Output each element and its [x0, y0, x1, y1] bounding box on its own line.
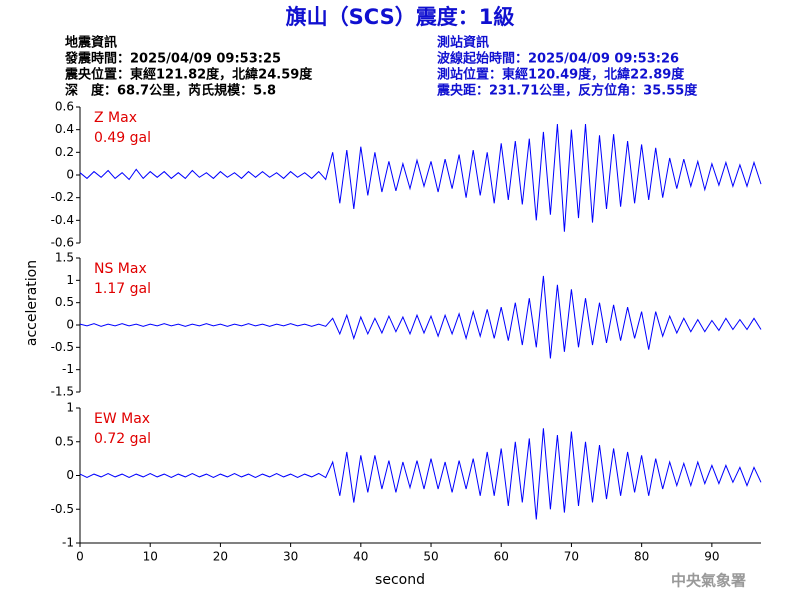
- waveform: [79, 428, 762, 520]
- y-tick-label: 1.5: [55, 251, 74, 265]
- x-tick-label: 80: [634, 550, 649, 564]
- y-tick-label: 0: [66, 168, 74, 182]
- y-tick-label: -0.6: [51, 236, 74, 250]
- waveform: [79, 275, 762, 359]
- y-tick-label: 1: [66, 401, 74, 415]
- y-tick-label: 0.5: [55, 434, 74, 448]
- y-tick-label: 1: [66, 273, 74, 287]
- y-tick-label: -0.4: [51, 213, 74, 227]
- x-tick-label: 20: [213, 550, 228, 564]
- y-tick-label: -1: [62, 536, 74, 550]
- info-left: 地震資訊: [65, 35, 117, 51]
- y-tick-label: 0.5: [55, 295, 74, 309]
- x-tick-label: 30: [283, 550, 298, 564]
- panel-label: NS Max: [94, 261, 147, 277]
- x-tick-label: 70: [564, 550, 579, 564]
- panel-max: 0.72 gal: [94, 431, 151, 447]
- x-tick-label: 60: [494, 550, 509, 564]
- y-tick-label: -0.5: [51, 340, 74, 354]
- info-right: 波線起始時間：2025/04/09 09:53:26: [437, 51, 679, 67]
- x-tick-label: 10: [143, 550, 158, 564]
- panel-max: 1.17 gal: [94, 281, 151, 297]
- y-axis-label: acceleration: [24, 260, 40, 346]
- info-right: 測站資訊: [437, 35, 489, 51]
- y-tick-label: -0.2: [51, 190, 74, 204]
- y-tick-label: 0: [66, 468, 74, 482]
- info-right: 測站位置：東經120.49度，北緯22.89度: [437, 67, 685, 83]
- info-right: 震央距：231.71公里，反方位角：35.55度: [436, 83, 698, 99]
- waveform: [79, 123, 762, 232]
- panel-label: Z Max: [94, 110, 137, 126]
- x-tick-label: 40: [353, 550, 368, 564]
- y-tick-label: 0: [66, 318, 74, 332]
- y-tick-label: -1.5: [51, 385, 74, 399]
- chart-title: 旗山（SCS）震度：1級: [286, 5, 515, 29]
- panel-label: EW Max: [94, 411, 150, 427]
- x-tick-label: 50: [423, 550, 438, 564]
- info-left: 發震時間：2025/04/09 09:53:25: [64, 51, 281, 67]
- panel-max: 0.49 gal: [94, 130, 151, 146]
- y-tick-label: 0.4: [55, 122, 74, 136]
- x-axis-label: second: [375, 572, 425, 588]
- x-tick-label: 90: [704, 550, 719, 564]
- info-left: 震央位置：東經121.82度，北緯24.59度: [64, 67, 313, 83]
- y-tick-label: -1: [62, 362, 74, 376]
- footer: 中央氣象署: [671, 572, 746, 590]
- y-tick-label: -0.5: [51, 502, 74, 516]
- y-tick-label: 0.2: [55, 145, 74, 159]
- y-tick-label: 0.6: [55, 100, 74, 114]
- info-left: 深 度：68.7公里，芮氏規模：5.8: [65, 83, 276, 99]
- x-tick-label: 0: [76, 550, 84, 564]
